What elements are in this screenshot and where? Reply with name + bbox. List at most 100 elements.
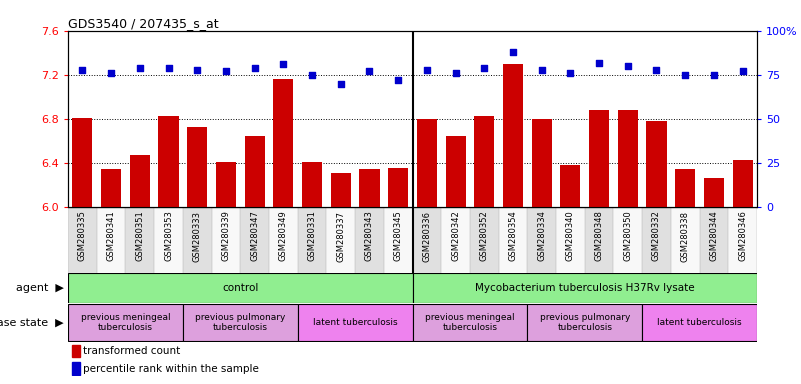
Text: GSM280353: GSM280353 bbox=[164, 210, 173, 262]
Point bbox=[535, 66, 548, 73]
Point bbox=[219, 68, 232, 74]
Bar bbox=[71, 362, 80, 375]
Text: GSM280338: GSM280338 bbox=[681, 210, 690, 262]
Bar bbox=[68, 207, 97, 273]
Bar bbox=[498, 207, 527, 273]
Bar bbox=[326, 207, 355, 273]
Point bbox=[707, 72, 720, 78]
Text: GSM280333: GSM280333 bbox=[193, 210, 202, 262]
Bar bbox=[183, 207, 211, 273]
Text: GSM280335: GSM280335 bbox=[78, 210, 87, 262]
Bar bbox=[97, 207, 126, 273]
Text: agent  ▶: agent ▶ bbox=[16, 283, 64, 293]
Point bbox=[191, 66, 203, 73]
Bar bbox=[154, 207, 183, 273]
Bar bbox=[211, 207, 240, 273]
Bar bbox=[589, 110, 609, 207]
Point bbox=[736, 68, 749, 74]
Point bbox=[650, 66, 663, 73]
Bar bbox=[302, 162, 322, 207]
Bar bbox=[355, 207, 384, 273]
Text: percentile rank within the sample: percentile rank within the sample bbox=[83, 364, 259, 374]
Text: GSM280339: GSM280339 bbox=[221, 210, 231, 262]
Bar bbox=[130, 156, 150, 207]
Text: GSM280340: GSM280340 bbox=[566, 210, 575, 262]
Bar bbox=[733, 160, 753, 207]
Bar bbox=[585, 207, 614, 273]
Bar bbox=[72, 118, 92, 207]
Text: GSM280354: GSM280354 bbox=[509, 210, 517, 262]
Text: GSM280348: GSM280348 bbox=[594, 210, 604, 262]
Text: latent tuberculosis: latent tuberculosis bbox=[313, 318, 397, 327]
Bar bbox=[474, 116, 494, 207]
Bar bbox=[298, 304, 413, 341]
Bar bbox=[646, 121, 666, 207]
Text: latent tuberculosis: latent tuberculosis bbox=[658, 318, 742, 327]
Point bbox=[134, 65, 147, 71]
Bar bbox=[331, 173, 351, 207]
Bar bbox=[532, 119, 552, 207]
Text: transformed count: transformed count bbox=[83, 346, 180, 356]
Bar bbox=[614, 207, 642, 273]
Bar bbox=[642, 207, 670, 273]
Bar bbox=[618, 110, 638, 207]
Point bbox=[248, 65, 261, 71]
Text: GSM280334: GSM280334 bbox=[537, 210, 546, 262]
Text: GSM280331: GSM280331 bbox=[308, 210, 316, 262]
Text: GSM280350: GSM280350 bbox=[623, 210, 632, 262]
Point bbox=[678, 72, 691, 78]
Text: GSM280342: GSM280342 bbox=[451, 210, 460, 262]
Bar bbox=[728, 207, 757, 273]
Bar bbox=[68, 304, 183, 341]
Point bbox=[76, 66, 89, 73]
Bar bbox=[183, 304, 298, 341]
Bar bbox=[71, 345, 80, 357]
Point bbox=[564, 70, 577, 76]
Point bbox=[363, 68, 376, 74]
Bar bbox=[159, 116, 179, 207]
Bar bbox=[360, 169, 380, 207]
Text: Mycobacterium tuberculosis H37Rv lysate: Mycobacterium tuberculosis H37Rv lysate bbox=[475, 283, 694, 293]
Point bbox=[306, 72, 319, 78]
Text: GSM280337: GSM280337 bbox=[336, 210, 345, 262]
Text: previous pulmonary
tuberculosis: previous pulmonary tuberculosis bbox=[540, 313, 630, 332]
Bar bbox=[68, 273, 413, 303]
Point bbox=[478, 65, 491, 71]
Text: GSM280347: GSM280347 bbox=[250, 210, 260, 262]
Bar bbox=[445, 136, 465, 207]
Bar bbox=[675, 169, 695, 207]
Bar bbox=[704, 177, 724, 207]
Text: GSM280349: GSM280349 bbox=[279, 210, 288, 262]
Bar bbox=[670, 207, 699, 273]
Text: GSM280341: GSM280341 bbox=[107, 210, 115, 262]
Bar bbox=[126, 207, 154, 273]
Point bbox=[593, 60, 606, 66]
Bar bbox=[527, 304, 642, 341]
Point bbox=[421, 66, 433, 73]
Bar bbox=[101, 169, 121, 207]
Point bbox=[506, 49, 519, 55]
Bar bbox=[298, 207, 326, 273]
Bar bbox=[413, 207, 441, 273]
Text: control: control bbox=[222, 283, 259, 293]
Point bbox=[622, 63, 634, 69]
Text: previous meningeal
tuberculosis: previous meningeal tuberculosis bbox=[81, 313, 171, 332]
Bar bbox=[417, 119, 437, 207]
Text: disease state  ▶: disease state ▶ bbox=[0, 318, 64, 328]
Bar bbox=[642, 304, 757, 341]
Bar bbox=[240, 207, 269, 273]
Bar bbox=[216, 162, 236, 207]
Point bbox=[392, 77, 405, 83]
Bar bbox=[384, 207, 413, 273]
Point bbox=[105, 70, 118, 76]
Bar bbox=[699, 207, 728, 273]
Text: GSM280352: GSM280352 bbox=[480, 210, 489, 262]
Bar bbox=[413, 304, 527, 341]
Text: previous pulmonary
tuberculosis: previous pulmonary tuberculosis bbox=[195, 313, 285, 332]
Text: GSM280343: GSM280343 bbox=[365, 210, 374, 262]
Point bbox=[277, 61, 290, 67]
Text: GSM280346: GSM280346 bbox=[738, 210, 747, 262]
Point bbox=[334, 81, 347, 87]
Point bbox=[449, 70, 462, 76]
Bar bbox=[441, 207, 470, 273]
